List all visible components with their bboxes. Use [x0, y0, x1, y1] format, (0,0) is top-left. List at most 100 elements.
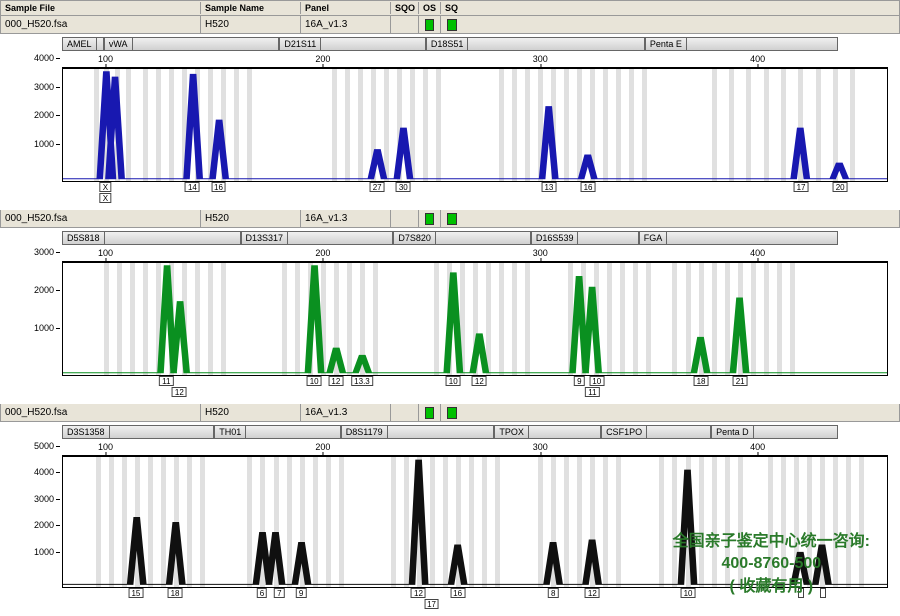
y-tick: 1000 — [34, 139, 54, 149]
allele-call[interactable]: 17 — [424, 599, 439, 609]
x-tick: 200 — [315, 54, 330, 64]
sample-info-row: 000_H520.fsaH52016A_v1.3 — [0, 16, 900, 34]
plot-area[interactable] — [62, 456, 888, 588]
y-axis: 100020003000 — [8, 262, 58, 376]
x-axis: 100200300400 — [62, 54, 888, 68]
status-box-icon — [425, 213, 434, 225]
allele-call[interactable]: 18 — [694, 376, 709, 386]
y-axis: 1000200030004000 — [8, 68, 58, 182]
locus-spacer — [97, 37, 104, 51]
trace-line — [63, 460, 887, 585]
allele-call[interactable]: 27 — [370, 182, 385, 192]
plot-area[interactable] — [62, 68, 888, 182]
sq-indicator — [441, 16, 463, 33]
col-sqo: SQO — [391, 2, 419, 14]
locus-spacer — [647, 425, 711, 439]
locus-label: TH01 — [214, 425, 246, 439]
trace-svg — [63, 263, 887, 375]
sample-name: H520 — [201, 16, 301, 33]
y-tick: 1000 — [34, 547, 54, 557]
allele-call[interactable]: 11 — [585, 387, 599, 397]
locus-label: AMEL — [62, 37, 97, 51]
status-box-icon — [447, 213, 457, 225]
allele-call[interactable]: 16 — [581, 182, 596, 192]
panel-name: 16A_v1.3 — [301, 16, 391, 33]
locus-spacer — [105, 231, 241, 245]
x-tick: 200 — [315, 248, 330, 258]
allele-call[interactable]: 20 — [833, 182, 848, 192]
trace-svg — [63, 457, 887, 587]
trace-line — [63, 265, 887, 373]
sample-name: H520 — [201, 404, 301, 421]
allele-call[interactable]: 13 — [541, 182, 556, 192]
allele-call-row: 1112101213.31012910111821 — [62, 376, 888, 398]
col-os: OS — [419, 2, 441, 14]
y-tick: 2000 — [34, 520, 54, 530]
x-axis: 100200300400 — [62, 248, 888, 262]
x-tick: 300 — [533, 248, 548, 258]
y-tick: 5000 — [34, 441, 54, 451]
trace-svg — [63, 69, 887, 181]
panel-name: 16A_v1.3 — [301, 404, 391, 421]
allele-call[interactable]: 30 — [396, 182, 411, 192]
status-box-icon — [425, 407, 434, 419]
status-box-icon — [447, 19, 457, 31]
os-indicator — [419, 210, 441, 227]
col-sample-name: Sample Name — [201, 2, 301, 14]
chart-area: 1000200030004000100200300400XX1416273013… — [8, 54, 892, 204]
x-tick: 400 — [750, 442, 765, 452]
locus-label: Penta D — [711, 425, 754, 439]
locus-spacer — [468, 37, 644, 51]
col-sample-file: Sample File — [1, 2, 201, 14]
x-tick: 300 — [533, 54, 548, 64]
allele-call[interactable]: 17 — [794, 182, 809, 192]
allele-call[interactable]: 10 — [589, 376, 604, 386]
locus-label: D16S539 — [531, 231, 579, 245]
panel-name: 16A_v1.3 — [301, 210, 391, 227]
allele-call[interactable]: 21 — [733, 376, 748, 386]
allele-call[interactable]: 12 — [472, 376, 487, 386]
locus-label: TPOX — [494, 425, 529, 439]
locus-spacer — [578, 231, 638, 245]
os-indicator — [419, 16, 441, 33]
allele-call[interactable]: X — [100, 182, 111, 192]
allele-call[interactable]: 12 — [172, 387, 187, 397]
y-tick: 2000 — [34, 110, 54, 120]
locus-spacer — [754, 425, 838, 439]
column-header-row: Sample File Sample Name Panel SQO OS SQ — [0, 0, 900, 16]
x-axis: 100200300400 — [62, 442, 888, 456]
allele-call[interactable]: 10 — [307, 376, 322, 386]
plot-area[interactable] — [62, 262, 888, 376]
allele-call[interactable]: 13.3 — [351, 376, 373, 386]
electropherogram-panel: 000_H520.fsaH52016A_v1.3D5S818D13S317D7S… — [0, 210, 900, 398]
locus-spacer — [133, 37, 280, 51]
locus-label: D21S11 — [279, 37, 321, 51]
sample-file: 000_H520.fsa — [1, 210, 201, 227]
allele-call[interactable]: 9 — [574, 376, 584, 386]
sqo-indicator — [391, 404, 419, 421]
locus-spacer — [529, 425, 601, 439]
locus-label: D8S1179 — [341, 425, 388, 439]
os-indicator — [419, 404, 441, 421]
status-box-icon — [425, 19, 434, 31]
electropherogram-panel: 000_H520.fsaH52016A_v1.3D3S1358TH01D8S11… — [0, 404, 900, 610]
allele-call[interactable]: 14 — [185, 182, 200, 192]
allele-call[interactable]: 11 — [159, 376, 173, 386]
allele-call[interactable]: 12 — [328, 376, 343, 386]
sqo-indicator — [391, 210, 419, 227]
locus-header-row: D3S1358TH01D8S1179TPOXCSF1POPenta D — [0, 422, 900, 442]
locus-label: D13S317 — [241, 231, 289, 245]
allele-call[interactable]: 10 — [446, 376, 461, 386]
locus-label: FGA — [639, 231, 668, 245]
sq-indicator — [441, 210, 463, 227]
locus-label: D3S1358 — [62, 425, 110, 439]
locus-spacer — [436, 231, 531, 245]
allele-call[interactable]: X — [100, 193, 111, 203]
locus-label: D18S51 — [426, 37, 469, 51]
allele-call[interactable]: 16 — [211, 182, 226, 192]
electropherogram-panel: 000_H520.fsaH52016A_v1.3AMELvWAD21S11D18… — [0, 16, 900, 204]
y-tick: 3000 — [34, 82, 54, 92]
sample-file: 000_H520.fsa — [1, 16, 201, 33]
sample-info-row: 000_H520.fsaH52016A_v1.3 — [0, 210, 900, 228]
allele-call-row: XX 14 16 27 30 13 16 17 20 — [62, 182, 888, 204]
